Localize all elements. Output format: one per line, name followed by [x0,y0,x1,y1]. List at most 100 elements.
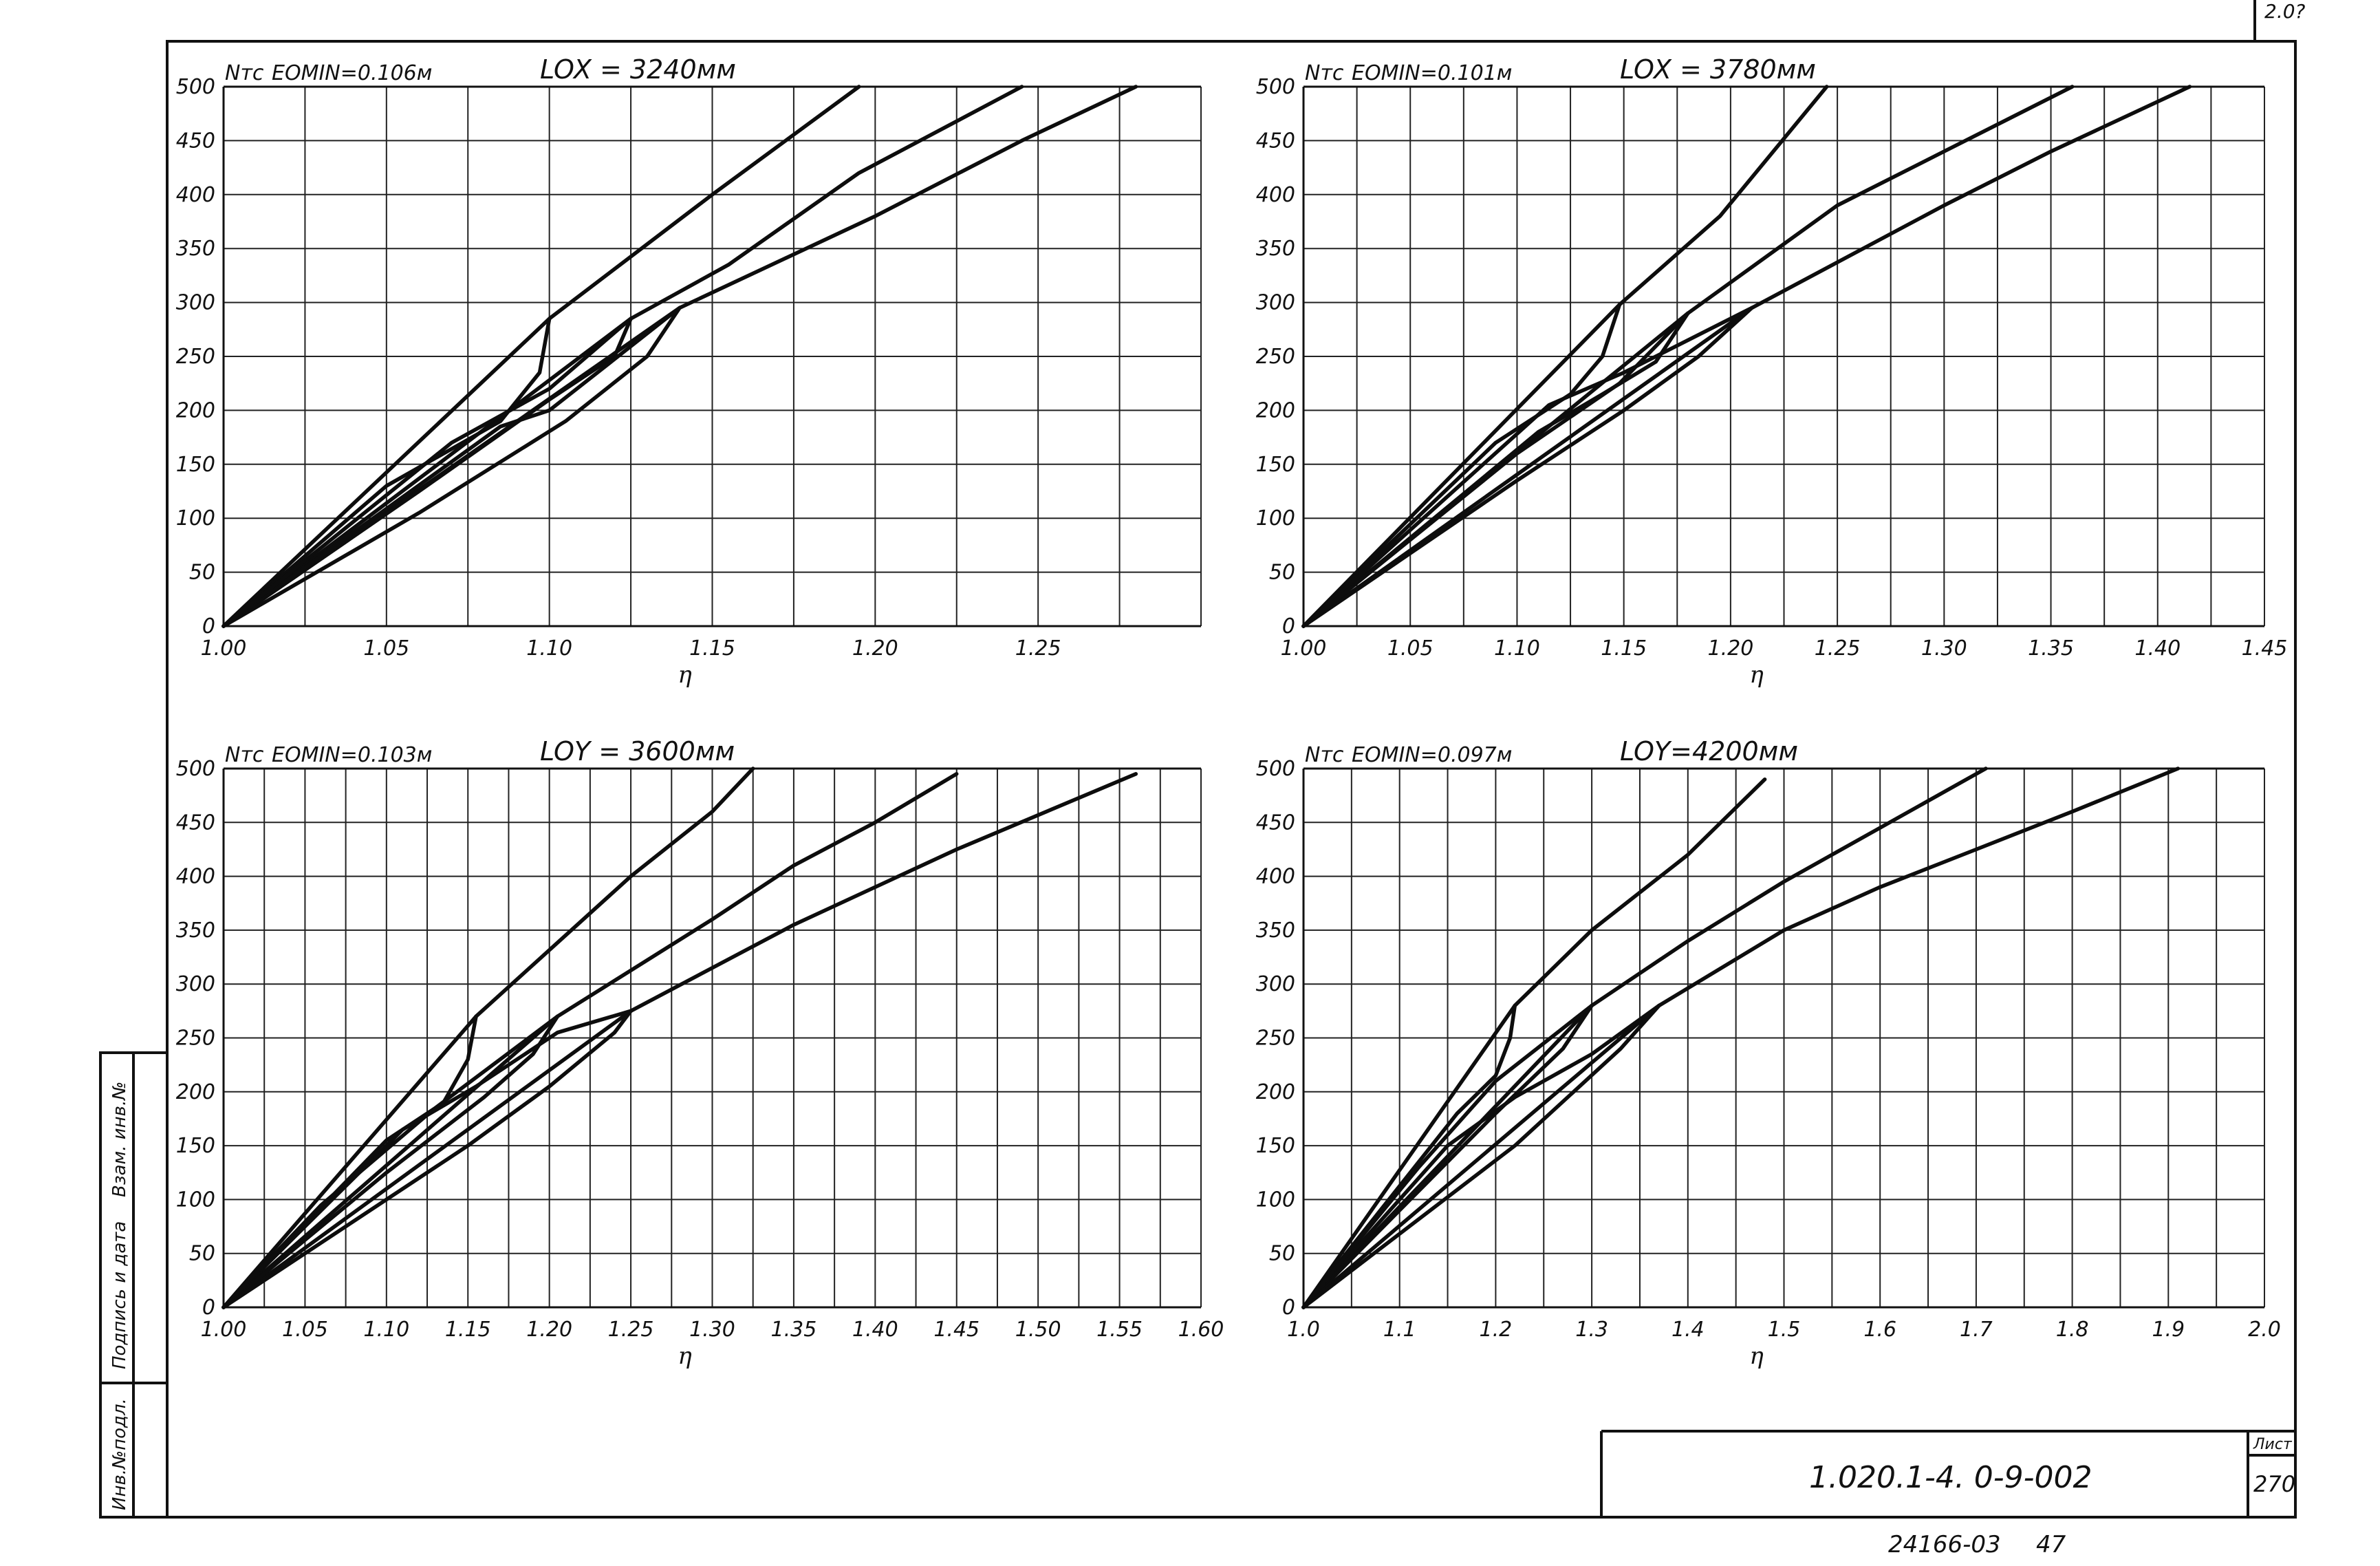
x-axis-label: η [1749,661,1764,689]
series-line-5 [221,317,633,628]
y-tick-label: 200 [176,398,215,422]
y-tick-label: 500 [176,75,215,99]
sheet-frame [166,40,2297,1519]
x-tick-label: 1.25 [1815,636,1861,661]
y-axis-label: Nтс [225,61,264,85]
y-axis-label: Nтс [1305,61,1344,85]
x-tick-label: 1.3 [1575,1318,1608,1342]
y-tick-label: 250 [176,345,215,369]
series-line-3 [1301,85,2192,628]
x-tick-label: 1.15 [445,1318,491,1342]
y-tick-label: 300 [176,972,215,996]
y-tick-label: 50 [189,561,215,585]
series-line-3 [221,772,1138,1309]
x-tick-label: 1.35 [2028,636,2074,661]
series-line-4 [1301,1003,1517,1309]
emin-label: EOMIN=0.103м [272,743,432,767]
y-axis-label: Nтс [225,743,264,767]
x-tick-label: 1.6 [1863,1318,1896,1342]
emin-label: EOMIN=0.106м [272,61,432,85]
y-tick-label: 400 [1256,183,1295,207]
series-line-6 [221,1009,633,1309]
length-label: LOX = 3780мм [1620,54,1816,85]
y-tick-label: 450 [176,811,215,835]
x-tick-label: 1.00 [201,1318,247,1342]
length-label: LOX = 3240мм [540,54,736,85]
x-tick-label: 1.20 [1707,636,1753,661]
y-tick-label: 50 [1269,1242,1295,1266]
emin-label: EOMIN=0.097м [1352,743,1512,767]
x-tick-label: 1.25 [608,1318,654,1342]
y-tick-label: 100 [176,506,215,530]
y-tick-label: 150 [176,1134,215,1158]
x-axis-label: η [678,1342,692,1370]
x-tick-label: 1.4 [1672,1318,1705,1342]
series-line-6 [221,305,682,628]
x-tick-label: 1.8 [2056,1318,2089,1342]
side-stamp-signature: Подпись и дата [109,1221,130,1369]
series-line-7 [1301,305,1754,628]
series-line-7 [221,305,682,628]
x-tick-label: 1.2 [1480,1318,1513,1342]
y-tick-label: 300 [176,291,215,315]
y-tick-label: 0 [202,614,215,639]
sheet-label: Лист [2253,1436,2293,1453]
y-tick-label: 350 [1256,237,1295,261]
x-tick-label: 1.25 [1015,636,1061,661]
series-line-6 [1301,305,1754,628]
y-tick-label: 200 [1256,1080,1295,1104]
series-line-1 [1301,777,1767,1309]
y-tick-label: 0 [202,1296,215,1320]
y-tick-label: 250 [176,1027,215,1051]
chart-top-left: 0 50 100 150 200 250 300 350 400 450 500 1.00 1.05 1.… [176,54,1202,689]
x-tick-label: 1.05 [1387,636,1434,661]
x-tick-label: 1.45 [933,1318,980,1342]
y-tick-label: 500 [1256,757,1295,781]
y-tick-label: 300 [1256,291,1295,315]
series-line-2 [221,85,1024,628]
x-tick-label: 1.50 [1015,1318,1061,1342]
x-tick-label: 1.40 [2134,636,2181,661]
x-tick-label: 1.05 [282,1318,328,1342]
y-tick-label: 250 [1256,345,1295,369]
x-tick-label: 1.20 [852,636,898,661]
y-tick-label: 150 [1256,453,1295,477]
sheet-number: 270 [2253,1471,2295,1497]
y-tick-label: 450 [176,129,215,153]
bottom-code: 24166-03 [1888,1531,2001,1558]
y-tick-label: 50 [189,1242,215,1266]
y-tick-label: 500 [1256,75,1295,99]
series-line-5 [1301,1003,1594,1309]
x-tick-label: 1.9 [2152,1318,2185,1342]
x-tick-label: 1.30 [1921,636,1967,661]
x-tick-label: 1.60 [1178,1318,1224,1342]
x-tick-label: 1.10 [1494,636,1540,661]
corner-mark: 2.0? [2264,0,2306,23]
y-tick-label: 400 [176,183,215,207]
y-tick-label: 500 [176,757,215,781]
side-stamp-replacement: Взам. инв.№ [109,1082,130,1197]
y-tick-label: 300 [1256,972,1295,996]
y-tick-label: 100 [1256,1188,1295,1212]
side-stamp: Инв.№подл. Подпись и дата Взам. инв.№ [99,1051,169,1519]
y-tick-label: 150 [176,453,215,477]
x-tick-label: 1.05 [363,636,409,661]
chart-bottom-right: 0 50 100 150 200 250 300 350 400 450 500 1.0 1.1 1.2 1… [1256,736,2281,1370]
x-axis-label: η [1749,1342,1764,1370]
bottom-number: 47 [2036,1531,2066,1558]
x-tick-label: 1.00 [1281,636,1327,661]
x-tick-label: 1.10 [526,636,572,661]
y-tick-label: 200 [176,1080,215,1104]
x-tick-label: 1.15 [689,636,735,661]
y-tick-label: 0 [1282,1296,1295,1320]
x-tick-label: 1.55 [1096,1318,1143,1342]
x-tick-label: 1.30 [689,1318,735,1342]
x-tick-label: 1.35 [771,1318,817,1342]
chart-top-right: 0 50 100 150 200 250 300 350 400 450 500 1.00 1.05 1.… [1256,54,2288,689]
y-tick-label: 350 [1256,919,1295,943]
series-line-1 [221,85,861,628]
chart-bottom-left: 0 50 100 150 200 250 300 350 400 450 500 1.00 1.05 1.… [176,736,1224,1370]
x-tick-label: 1.0 [1287,1318,1320,1342]
y-tick-label: 450 [1256,129,1295,153]
